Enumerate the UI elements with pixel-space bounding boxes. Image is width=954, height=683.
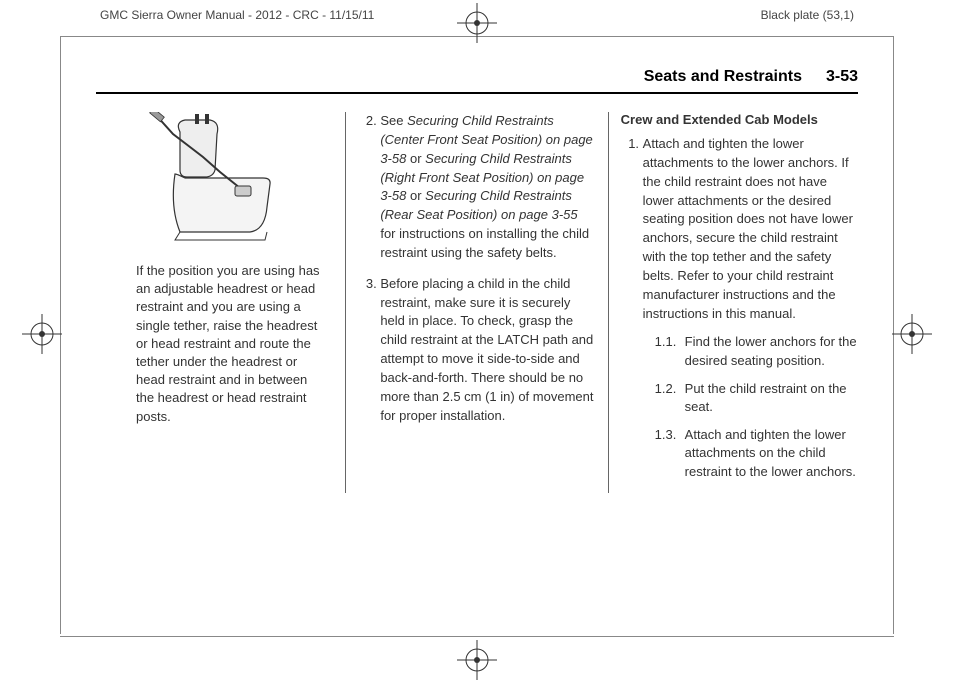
procedure-list: Attach and tighten the lower attachments… — [621, 135, 858, 481]
list-item: Attach and tighten the lower attachments… — [643, 135, 858, 481]
crop-rule-bottom — [60, 636, 894, 637]
list-item: Before placing a child in the child rest… — [380, 275, 595, 426]
procedure-list: See Securing Child Restraints (Center Fr… — [358, 112, 595, 426]
subsection-heading: Crew and Extended Cab Models — [621, 112, 858, 127]
registration-mark-icon — [457, 3, 497, 43]
text: for instructions on installing the child… — [380, 226, 589, 260]
registration-mark-icon — [457, 640, 497, 680]
sub-text: Put the child restraint on the seat. — [685, 380, 858, 416]
registration-mark-icon — [22, 314, 62, 354]
sub-list-item: 1.2. Put the child restraint on the seat… — [655, 380, 858, 416]
illustration-caption: If the position you are using has an adj… — [96, 262, 333, 426]
sub-list-item: 1.1. Find the lower anchors for the desi… — [655, 333, 858, 369]
column-2: See Securing Child Restraints (Center Fr… — [346, 112, 608, 493]
column-1: If the position you are using has an adj… — [96, 112, 346, 493]
sub-procedure-list: 1.1. Find the lower anchors for the desi… — [643, 333, 858, 480]
running-header: Seats and Restraints 3-53 — [96, 68, 858, 94]
text: See — [380, 113, 407, 128]
list-item: See Securing Child Restraints (Center Fr… — [380, 112, 595, 263]
column-3: Crew and Extended Cab Models Attach and … — [609, 112, 858, 493]
sub-list-item: 1.3. Attach and tighten the lower attach… — [655, 426, 858, 481]
page-number: 3-53 — [826, 68, 858, 86]
seat-tether-illustration — [125, 112, 305, 252]
sub-number: 1.2. — [655, 380, 685, 416]
text: or — [406, 188, 425, 203]
plate-id: Black plate (53,1) — [761, 8, 854, 22]
text: or — [406, 151, 425, 166]
sub-number: 1.3. — [655, 426, 685, 481]
section-title: Seats and Restraints — [644, 68, 802, 86]
text: Attach and tighten the lower attachments… — [643, 136, 853, 321]
sub-text: Find the lower anchors for the desired s… — [685, 333, 858, 369]
page-body: Seats and Restraints 3-53 If the positio… — [96, 68, 858, 493]
registration-mark-icon — [892, 314, 932, 354]
manual-id: GMC Sierra Owner Manual - 2012 - CRC - 1… — [100, 8, 374, 22]
sub-text: Attach and tighten the lower attachments… — [685, 426, 858, 481]
content-columns: If the position you are using has an adj… — [96, 112, 858, 493]
sub-number: 1.1. — [655, 333, 685, 369]
